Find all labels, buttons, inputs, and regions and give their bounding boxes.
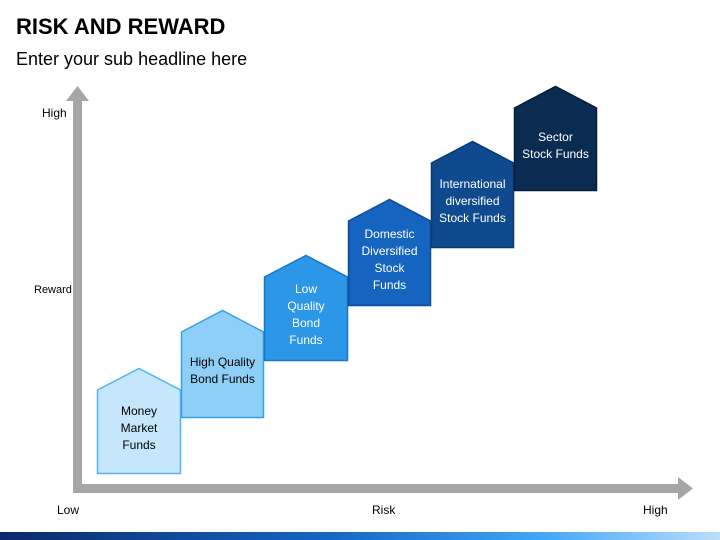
y-axis-arrowhead	[66, 86, 89, 101]
step-label: High Quality Bond Funds	[181, 330, 264, 412]
step-label-line: Money	[120, 403, 158, 418]
step-label-line: High Quality	[189, 355, 256, 369]
step-shape	[96, 367, 182, 475]
step-label: Domestic Diversified Stock Funds	[348, 219, 431, 300]
step-label-line: diversified	[445, 194, 500, 208]
step-label-line: Quality	[287, 299, 325, 313]
y-axis-high-label: High	[42, 106, 67, 120]
step-label-line: Stock Funds	[522, 146, 589, 161]
step-money-market: Money Market Funds	[96, 367, 182, 475]
step-label-line: Bond	[291, 316, 321, 330]
step-high-quality-bond: High Quality Bond Funds	[180, 309, 265, 419]
step-house-shape	[430, 140, 515, 249]
y-axis-line	[73, 100, 82, 492]
step-label-line: Stock	[374, 260, 405, 275]
step-house-shape	[96, 367, 182, 475]
step-label-line: Low	[294, 282, 317, 296]
step-shape	[347, 198, 432, 307]
step-label-line: Market	[120, 420, 158, 435]
step-shape	[180, 309, 265, 419]
step-house-shape	[347, 198, 432, 307]
step-label: International diversified Stock Funds	[431, 161, 514, 242]
step-shape	[430, 140, 515, 249]
step-label-line: Stock Funds	[439, 211, 506, 225]
footer-bar	[0, 532, 720, 540]
step-label-line: Sector	[538, 129, 573, 144]
step-house-shape	[513, 85, 598, 192]
page-title: RISK AND REWARD	[16, 14, 226, 39]
x-axis-arrowhead	[678, 477, 693, 500]
step-label-line: Funds	[289, 333, 323, 347]
step-label-line: Funds	[372, 277, 407, 292]
step-label: Sector Stock Funds	[514, 106, 597, 185]
step-low-quality-bond: Low Quality Bond Funds	[263, 254, 349, 362]
x-axis-high-label: High	[643, 503, 668, 517]
step-sector-stock: Sector Stock Funds	[513, 85, 598, 192]
step-shape	[513, 85, 598, 192]
step-label-line: Domestic	[364, 226, 415, 241]
step-label-line: Bond Funds	[190, 372, 255, 386]
y-axis-label: Reward	[34, 284, 72, 296]
step-label-line: Diversified	[361, 243, 418, 258]
step-house-shape	[180, 309, 265, 419]
x-axis-label: Risk	[372, 503, 396, 517]
x-axis-low-label: Low	[57, 503, 80, 517]
step-label-line: International	[439, 177, 506, 191]
step-house-shape	[263, 254, 349, 362]
page-subtitle: Enter your sub headline here	[16, 49, 248, 69]
x-axis-line	[73, 484, 679, 493]
step-international-diversified: International diversified Stock Funds	[430, 140, 515, 249]
step-label: Money Market Funds	[97, 388, 181, 468]
step-label-line: Funds	[122, 437, 156, 452]
step-label: Low Quality Bond Funds	[264, 275, 348, 355]
step-shape	[263, 254, 349, 362]
step-domestic-diversified: Domestic Diversified Stock Funds	[347, 198, 432, 307]
